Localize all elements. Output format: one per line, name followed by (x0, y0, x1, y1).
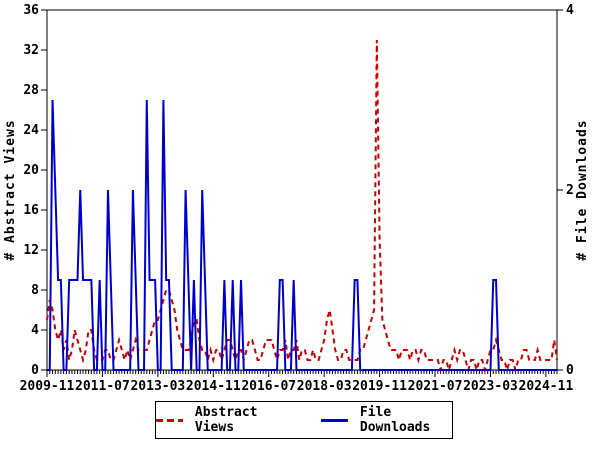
right-tick-label: 2 (566, 183, 574, 198)
abstract-views-dashed-line-sample (156, 418, 183, 422)
left-axis-title: # Abstract Views (3, 119, 18, 260)
left-tick-label: 36 (23, 3, 39, 18)
legend-item-file-downloads: File Downloads (321, 405, 452, 435)
x-tick-label: 2014-11 (186, 379, 241, 394)
left-tick-label: 4 (31, 323, 39, 338)
x-tick-label: 2011-07 (75, 379, 130, 394)
series-line-abstract-views (46, 39, 558, 374)
left-tick-label: 12 (23, 243, 39, 258)
legend: Abstract Views File Downloads (155, 401, 453, 439)
x-tick-label: 2013-03 (130, 379, 185, 394)
left-tick-label: 20 (23, 163, 39, 178)
right-axis-ticks: 0 2 4 (557, 3, 574, 378)
x-tick-label: 2021-07 (408, 379, 463, 394)
right-axis-title: # File Downloads (575, 119, 590, 260)
x-tick-label: 2009-11 (20, 379, 75, 394)
series-line-file-downloads (47, 99, 557, 371)
left-tick-label: 8 (31, 283, 39, 298)
x-axis-ticks: 2009-11 2011-07 2013-03 2014-11 2016-07 2018-… (20, 370, 574, 394)
left-tick-label: 32 (23, 43, 39, 58)
left-tick-label: 24 (23, 123, 39, 138)
x-tick-label: 2019-11 (352, 379, 407, 394)
right-tick-label: 0 (566, 363, 574, 378)
legend-label-abstract-views: Abstract Views (194, 405, 258, 435)
plot-frame (46, 9, 558, 371)
file-downloads-solid-line-sample (321, 418, 348, 422)
x-tick-label: 2024-11 (519, 379, 574, 394)
left-axis-ticks: 0 4 8 12 16 20 24 28 32 36 (23, 3, 47, 378)
axis-box (46, 9, 558, 371)
right-tick-label: 4 (566, 3, 574, 18)
left-tick-label: 28 (23, 83, 39, 98)
legend-item-abstract-views: Abstract Views (156, 405, 287, 435)
left-tick-label: 0 (31, 363, 39, 378)
x-tick-label: 2023-03 (463, 379, 518, 394)
x-tick-label: 2016-07 (241, 379, 296, 394)
legend-label-file-downloads: File Downloads (359, 405, 431, 435)
data-series (46, 39, 558, 374)
x-tick-label: 2018-03 (297, 379, 352, 394)
left-tick-label: 16 (23, 203, 39, 218)
